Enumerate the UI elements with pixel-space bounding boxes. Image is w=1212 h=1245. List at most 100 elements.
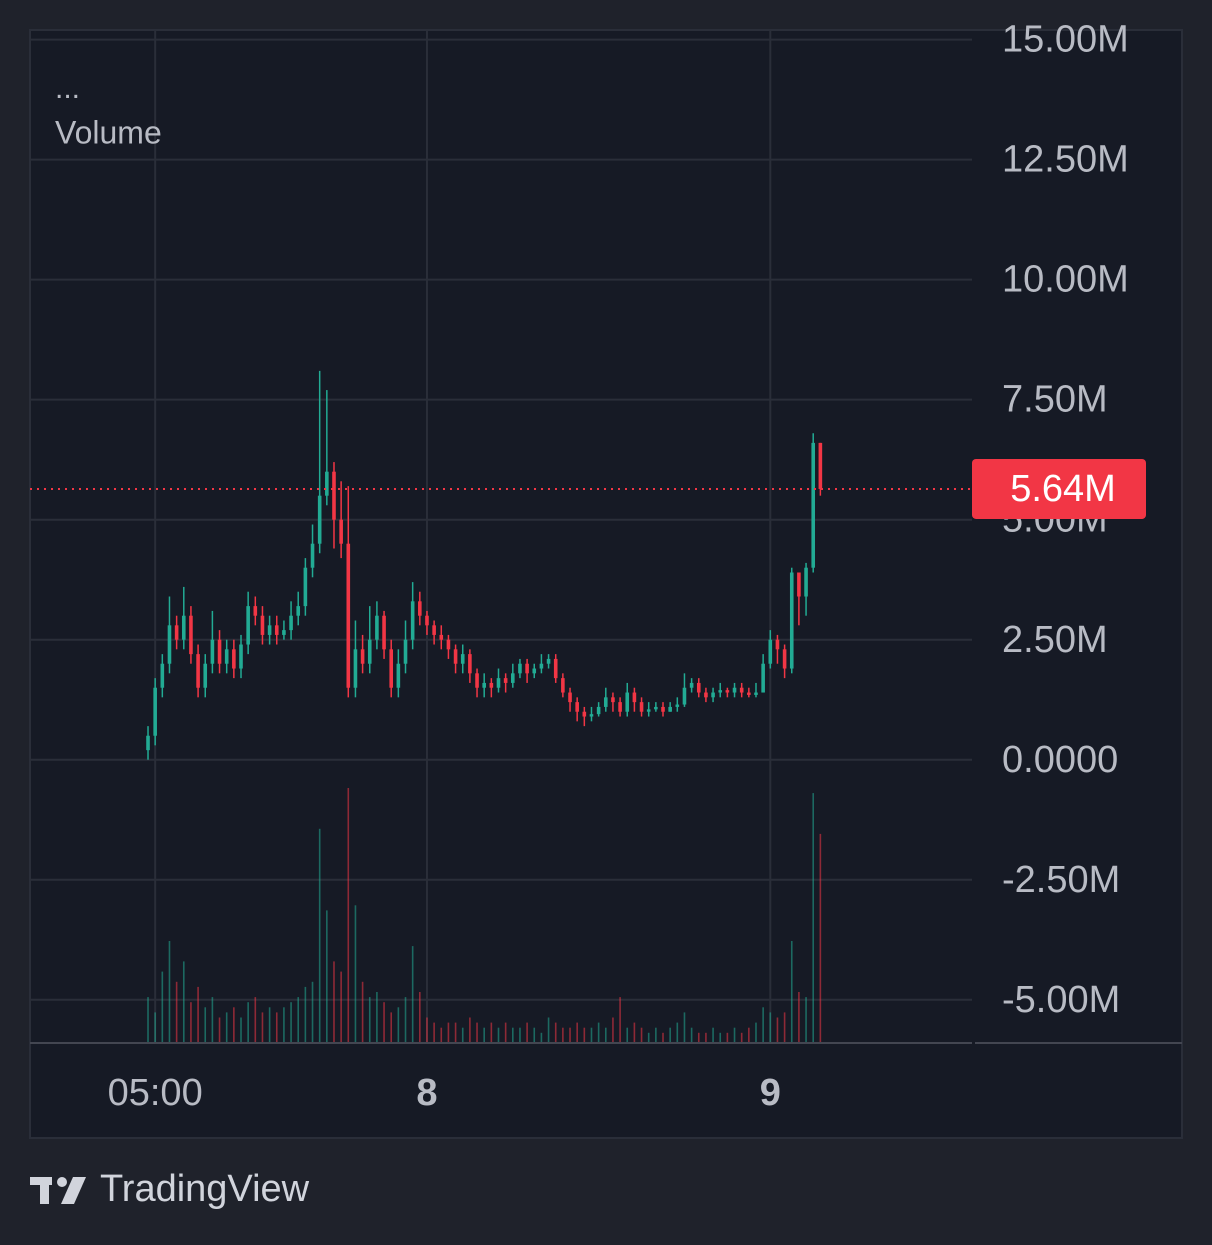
candle-body bbox=[775, 639, 780, 650]
volume-bar bbox=[669, 1027, 671, 1043]
candle-body bbox=[382, 615, 386, 650]
candle-body bbox=[446, 639, 451, 650]
logo-part bbox=[61, 1177, 86, 1204]
volume-bar bbox=[590, 1027, 593, 1043]
candle-body bbox=[239, 644, 243, 669]
candle-body bbox=[768, 639, 773, 664]
candle-body bbox=[375, 615, 379, 640]
volume-bar bbox=[304, 986, 307, 1043]
volume-bar bbox=[175, 981, 178, 1043]
volume-bar bbox=[533, 1027, 536, 1043]
volume-bar bbox=[390, 1012, 393, 1043]
volume-pane bbox=[147, 788, 822, 1043]
volume-bar bbox=[612, 1017, 614, 1043]
volume-bar bbox=[562, 1027, 564, 1043]
candle-body bbox=[711, 692, 715, 698]
candle-body bbox=[582, 711, 587, 717]
candle-body bbox=[174, 625, 179, 640]
volume-bar bbox=[433, 1022, 435, 1043]
volume-bar bbox=[662, 1032, 664, 1043]
volume-bar bbox=[419, 992, 421, 1043]
candle-body bbox=[453, 649, 458, 664]
candle-body bbox=[575, 702, 579, 712]
candle-body bbox=[704, 692, 708, 698]
volume-bar bbox=[526, 1022, 528, 1043]
candle-body bbox=[296, 606, 301, 616]
y-tick-label: 10.00M bbox=[1002, 259, 1129, 301]
chart-frame bbox=[29, 29, 1183, 1139]
candle-body bbox=[317, 495, 322, 544]
candle-body bbox=[618, 702, 622, 712]
candle-body bbox=[210, 639, 215, 664]
candle-body bbox=[754, 692, 758, 695]
volume-bar bbox=[776, 1017, 779, 1043]
candle-body bbox=[310, 543, 315, 568]
volume-bar bbox=[676, 1022, 679, 1043]
candle-body bbox=[282, 630, 286, 635]
volume-bar bbox=[147, 997, 149, 1043]
candle-body bbox=[789, 572, 794, 669]
candle-body bbox=[260, 615, 265, 635]
candle-body bbox=[739, 687, 744, 693]
volume-bar bbox=[512, 1027, 514, 1043]
candle-body bbox=[511, 673, 515, 683]
volume-bar bbox=[755, 1022, 757, 1043]
volume-bar bbox=[340, 971, 342, 1043]
volume-bar bbox=[519, 1027, 521, 1043]
candle-body bbox=[167, 625, 172, 664]
volume-bar bbox=[182, 961, 185, 1043]
volume-bar bbox=[361, 981, 364, 1043]
volume-bar bbox=[254, 997, 257, 1043]
candle-body bbox=[761, 663, 765, 693]
volume-bar bbox=[569, 1027, 571, 1043]
candle-body bbox=[782, 649, 787, 669]
volume-bar bbox=[447, 1022, 450, 1043]
candle-body bbox=[410, 601, 415, 640]
volume-bar bbox=[225, 1012, 228, 1043]
volume-bar bbox=[726, 1032, 729, 1043]
volume-bar bbox=[740, 1032, 743, 1043]
volume-bar bbox=[647, 1032, 650, 1043]
volume-bar bbox=[547, 1017, 550, 1043]
candle-body bbox=[439, 634, 444, 640]
candle-body bbox=[596, 706, 601, 715]
volume-bar bbox=[168, 941, 171, 1043]
candle-body bbox=[654, 706, 658, 710]
candle-body bbox=[146, 735, 150, 751]
volume-bar bbox=[397, 1007, 400, 1043]
volume-bar bbox=[540, 1032, 543, 1043]
candle-body bbox=[353, 649, 358, 688]
y-tick-label: 15.00M bbox=[1002, 19, 1129, 61]
logo-part bbox=[40, 1177, 49, 1204]
volume-bar bbox=[426, 1017, 428, 1043]
volume-bar bbox=[748, 1027, 750, 1043]
volume-bar bbox=[490, 1022, 493, 1043]
candle-body bbox=[732, 687, 737, 693]
candle-body bbox=[611, 697, 615, 703]
candle-body bbox=[475, 673, 479, 688]
brand-logo bbox=[30, 1177, 86, 1204]
volume-bar bbox=[712, 1027, 714, 1043]
last-price-label: 5.64M bbox=[1010, 468, 1116, 510]
candle-body bbox=[503, 678, 508, 683]
volume-bar bbox=[297, 997, 300, 1043]
volume-bar bbox=[790, 941, 793, 1043]
candle-body bbox=[360, 649, 365, 664]
candle-body bbox=[196, 654, 200, 688]
volume-bar bbox=[383, 1002, 385, 1043]
candle-body bbox=[418, 601, 422, 616]
candle-body bbox=[396, 663, 401, 688]
volume-bar bbox=[576, 1022, 578, 1043]
candle-body bbox=[460, 654, 465, 664]
volume-bar bbox=[690, 1027, 693, 1043]
candle-body bbox=[682, 687, 687, 705]
candle-body bbox=[339, 519, 343, 544]
menu-label[interactable]: ... bbox=[55, 72, 80, 105]
candle-body bbox=[267, 625, 272, 635]
volume-bar bbox=[461, 1027, 464, 1043]
volume-bar bbox=[190, 1002, 192, 1043]
indicator-name: Volume bbox=[55, 114, 162, 150]
candle-body bbox=[217, 639, 222, 664]
x-tick-label: 8 bbox=[416, 1072, 437, 1114]
candle-body bbox=[346, 543, 351, 688]
